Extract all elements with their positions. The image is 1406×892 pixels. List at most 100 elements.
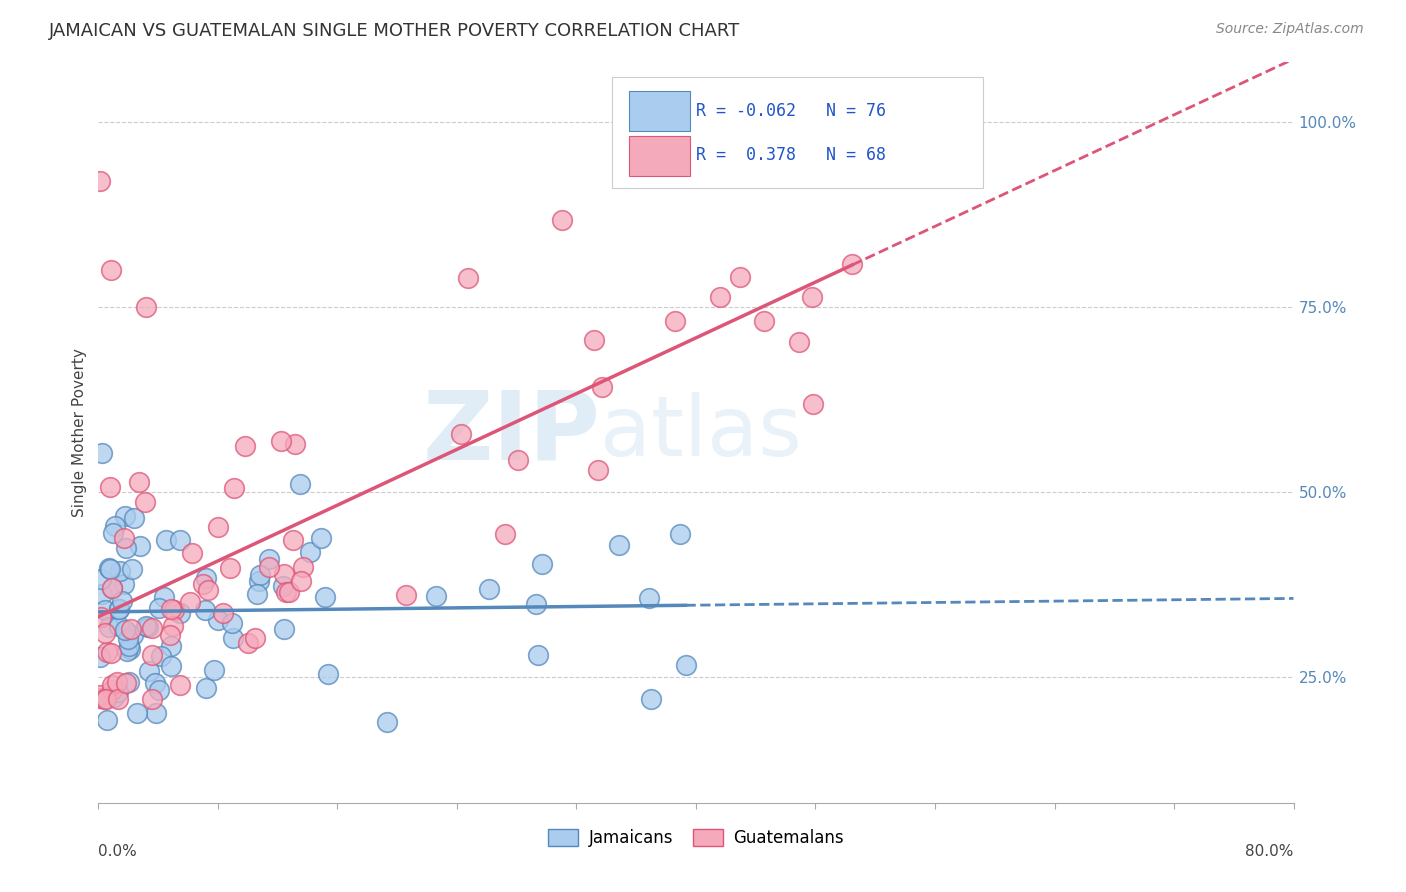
Point: [314, 590, 336, 604]
Point: [207, 520, 229, 534]
Point: [148, 683, 170, 698]
Text: ZIP: ZIP: [422, 386, 600, 479]
Point: [243, 631, 266, 645]
Point: [316, 667, 339, 681]
Point: [135, 300, 157, 314]
Point: [105, 675, 128, 690]
FancyBboxPatch shape: [613, 78, 983, 188]
Point: [98, 562, 121, 576]
Point: [138, 665, 160, 679]
Point: [89, 689, 111, 703]
Point: [219, 560, 242, 574]
Point: [135, 619, 157, 633]
Point: [249, 568, 271, 582]
Point: [115, 644, 138, 658]
Point: [108, 602, 131, 616]
Point: [159, 628, 181, 642]
Point: [222, 631, 245, 645]
Point: [586, 463, 609, 477]
Point: [527, 648, 550, 662]
Point: [247, 574, 270, 589]
Point: [118, 675, 141, 690]
Point: [112, 576, 135, 591]
Point: [145, 706, 167, 721]
Point: [222, 481, 245, 495]
Point: [450, 427, 472, 442]
Point: [194, 603, 217, 617]
Point: [202, 663, 225, 677]
Point: [108, 619, 131, 633]
Point: [160, 639, 183, 653]
Point: [291, 559, 314, 574]
Text: 0.0%: 0.0%: [98, 844, 138, 858]
Point: [221, 615, 243, 630]
Point: [98, 561, 121, 575]
Point: [104, 519, 127, 533]
Legend: Jamaicans, Guatemalans: Jamaicans, Guatemalans: [541, 822, 851, 854]
Point: [195, 681, 218, 695]
Point: [159, 602, 181, 616]
Point: [98, 480, 121, 494]
Point: [236, 635, 259, 649]
Point: [752, 314, 775, 328]
Point: [91, 446, 114, 460]
Point: [125, 706, 148, 720]
Point: [100, 581, 122, 595]
Point: [274, 585, 297, 599]
Point: [149, 649, 172, 664]
Point: [668, 526, 690, 541]
Point: [128, 475, 150, 489]
Point: [118, 639, 141, 653]
Point: [273, 622, 295, 636]
Point: [290, 574, 312, 588]
Point: [89, 174, 111, 188]
Point: [101, 581, 124, 595]
Point: [283, 533, 305, 547]
Point: [94, 602, 117, 616]
Point: [197, 582, 219, 597]
Text: JAMAICAN VS GUATEMALAN SINGLE MOTHER POVERTY CORRELATION CHART: JAMAICAN VS GUATEMALAN SINGLE MOTHER POV…: [49, 22, 741, 40]
Point: [675, 658, 697, 673]
Point: [425, 589, 447, 603]
Point: [153, 591, 176, 605]
Text: R = -0.062   N = 76: R = -0.062 N = 76: [696, 102, 886, 120]
Point: [288, 477, 311, 491]
Point: [114, 675, 136, 690]
Point: [841, 257, 863, 271]
Point: [112, 531, 135, 545]
Point: [94, 626, 117, 640]
Point: [100, 262, 122, 277]
Point: [259, 560, 281, 574]
Point: [273, 567, 295, 582]
Point: [582, 333, 605, 347]
Point: [96, 713, 118, 727]
Point: [163, 603, 186, 617]
FancyBboxPatch shape: [628, 136, 690, 176]
Point: [801, 289, 824, 303]
Point: [118, 641, 141, 656]
Point: [551, 213, 574, 227]
Point: [90, 610, 112, 624]
Point: [787, 334, 810, 349]
FancyBboxPatch shape: [628, 91, 690, 131]
Point: [94, 692, 117, 706]
Point: [298, 545, 321, 559]
Point: [89, 691, 111, 706]
Point: [101, 525, 124, 540]
Point: [271, 579, 294, 593]
Point: [160, 659, 183, 673]
Point: [120, 622, 142, 636]
Point: [591, 380, 613, 394]
Point: [169, 606, 191, 620]
Point: [121, 562, 143, 576]
Point: [311, 532, 333, 546]
Text: 80.0%: 80.0%: [1246, 844, 1294, 858]
Point: [114, 623, 136, 637]
Point: [728, 270, 751, 285]
Point: [259, 552, 281, 566]
Y-axis label: Single Mother Poverty: Single Mother Poverty: [72, 348, 87, 517]
Point: [90, 587, 112, 601]
Point: [122, 510, 145, 524]
Point: [143, 675, 166, 690]
Point: [478, 582, 501, 596]
